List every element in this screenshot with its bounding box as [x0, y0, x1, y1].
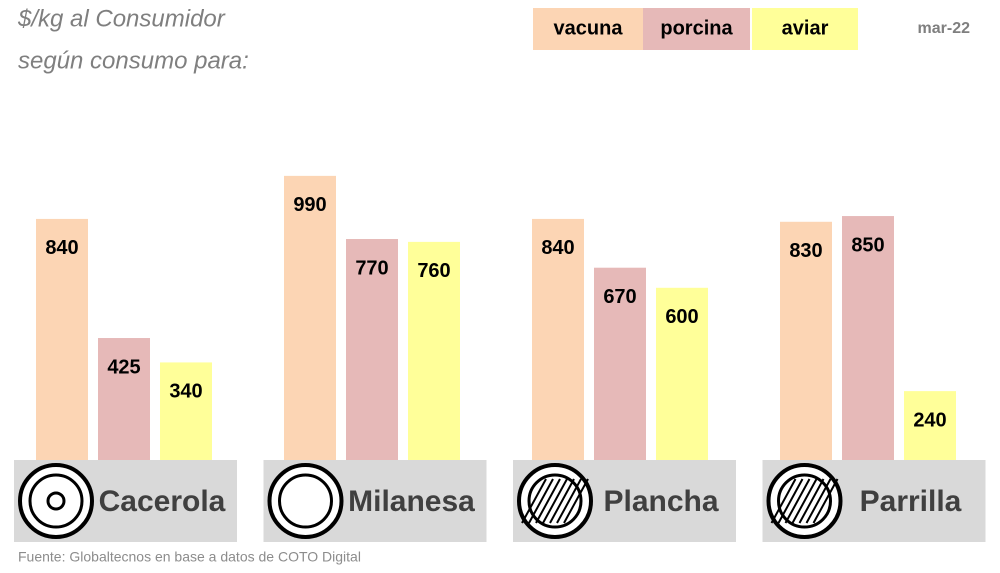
data-label: 425: [107, 356, 140, 378]
data-label: 840: [541, 237, 574, 259]
category-icon: [812, 478, 839, 524]
data-label: 340: [169, 381, 202, 403]
category-icon: [805, 478, 832, 524]
bar: [160, 362, 212, 460]
data-label: 990: [293, 194, 326, 216]
legend-label: vacuna: [554, 17, 624, 39]
source-note: Fuente: Globaltecnos en base a datos de …: [18, 549, 361, 565]
category-icon: [556, 478, 582, 524]
category-icon: [791, 478, 818, 524]
category-icon: [777, 478, 804, 524]
category-icon: [549, 478, 575, 524]
chart-title: $/kg al Consumidor: [17, 5, 226, 32]
date-label: mar-22: [918, 20, 971, 37]
bar: [594, 267, 646, 460]
x-tick-label: Parrilla: [860, 485, 962, 518]
legend-label: aviar: [782, 17, 829, 39]
category-icon: [528, 478, 554, 524]
bar: [408, 241, 460, 460]
category-icon: [777, 473, 832, 529]
chart-subtitle: según consumo para:: [18, 47, 249, 74]
data-label: 840: [45, 237, 78, 259]
data-label: 770: [355, 257, 388, 279]
bar: [346, 239, 398, 460]
legend-swatch: [752, 8, 858, 50]
bar: [656, 287, 708, 460]
category-icon: [770, 478, 797, 524]
bar: [532, 218, 584, 460]
category-icon: [563, 478, 589, 524]
data-label: 240: [913, 409, 946, 431]
bar: [842, 216, 894, 460]
data-label: 850: [851, 234, 884, 256]
x-tick-label: Cacerola: [99, 485, 226, 518]
bar: [780, 221, 832, 460]
category-icon: [278, 473, 333, 529]
data-label: 600: [665, 306, 698, 328]
category-icon: [535, 478, 561, 524]
category-icon: [527, 473, 583, 529]
legend-label: porcina: [660, 17, 733, 39]
legend-swatch: [533, 8, 643, 50]
bar: [284, 175, 336, 460]
category-icon: [46, 491, 66, 511]
bar: [98, 338, 150, 460]
bar: [36, 218, 88, 460]
data-label: 830: [789, 240, 822, 262]
category-icon: [521, 478, 547, 524]
data-label: 760: [417, 260, 450, 282]
category-icon: [798, 478, 825, 524]
data-label: 670: [603, 286, 636, 308]
category-icon: [784, 478, 811, 524]
x-tick-label: Plancha: [603, 485, 718, 518]
category-icon: [28, 473, 84, 529]
legend-swatch: [643, 8, 750, 50]
category-icon: [542, 478, 568, 524]
bar: [904, 391, 956, 460]
x-tick-label: Milanesa: [348, 485, 475, 518]
